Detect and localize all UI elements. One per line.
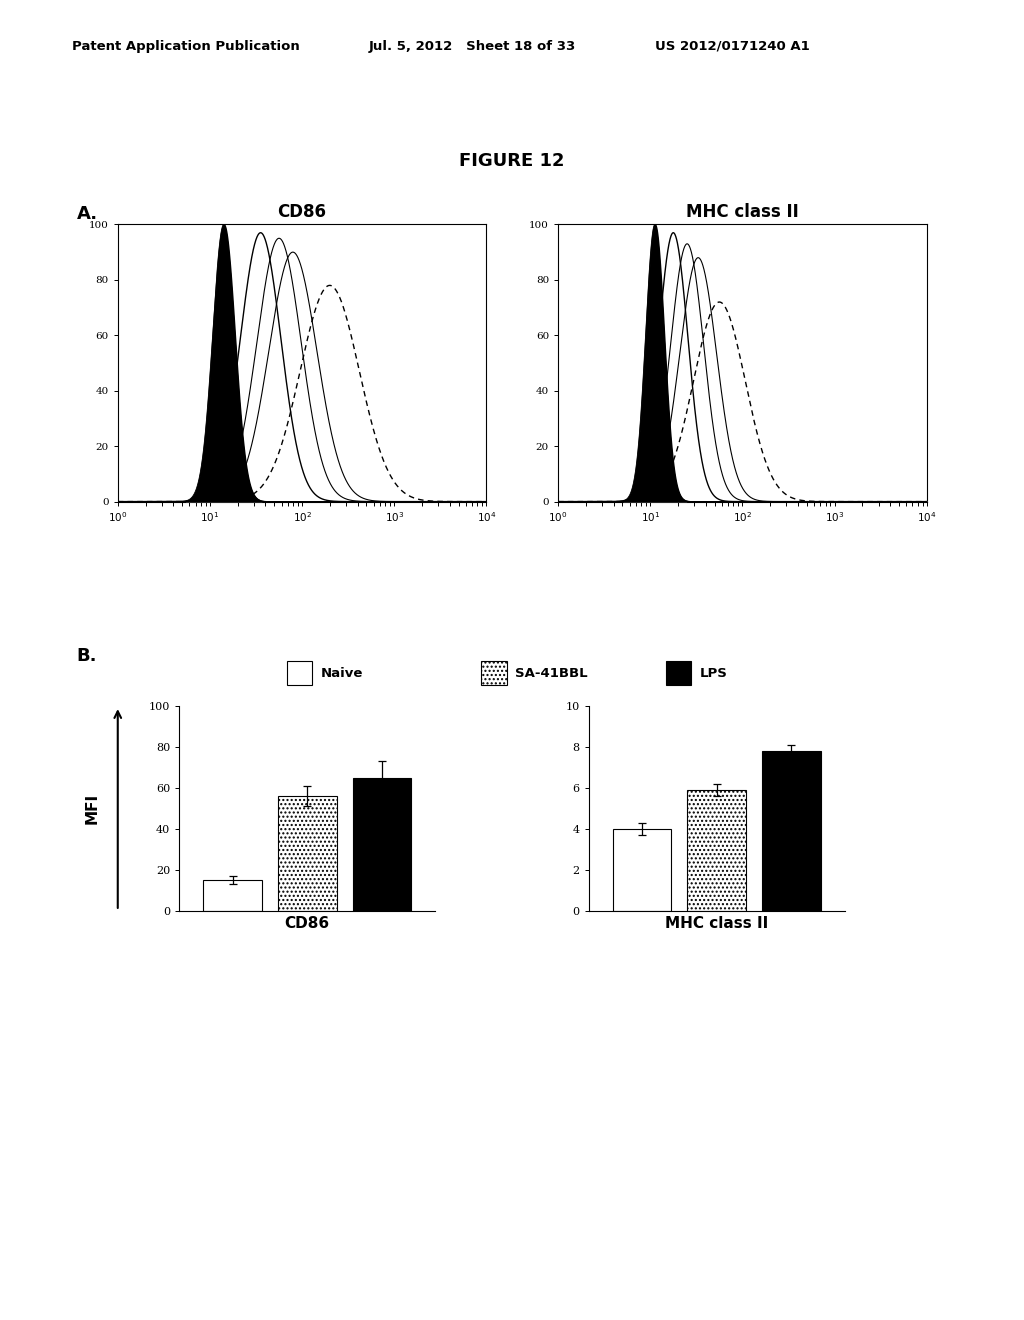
Bar [203, 880, 262, 911]
Bar [278, 796, 337, 911]
Text: LPS: LPS [699, 667, 727, 680]
Bar [352, 777, 412, 911]
Text: MFI: MFI [85, 793, 99, 824]
Bar [612, 829, 672, 911]
Text: A.: A. [77, 205, 98, 223]
Text: US 2012/0171240 A1: US 2012/0171240 A1 [655, 40, 810, 53]
Title: CD86: CD86 [278, 203, 327, 222]
Title: MHC class II: MHC class II [686, 203, 799, 222]
Text: Naive: Naive [321, 667, 362, 680]
Text: B.: B. [77, 647, 97, 665]
Bar [762, 751, 821, 911]
X-axis label: MHC class II: MHC class II [666, 916, 768, 932]
Text: Patent Application Publication: Patent Application Publication [72, 40, 299, 53]
Text: SA-41BBL: SA-41BBL [515, 667, 588, 680]
X-axis label: CD86: CD86 [285, 916, 330, 932]
Text: Jul. 5, 2012   Sheet 18 of 33: Jul. 5, 2012 Sheet 18 of 33 [369, 40, 575, 53]
Text: FIGURE 12: FIGURE 12 [459, 152, 565, 170]
Bar [687, 791, 746, 911]
